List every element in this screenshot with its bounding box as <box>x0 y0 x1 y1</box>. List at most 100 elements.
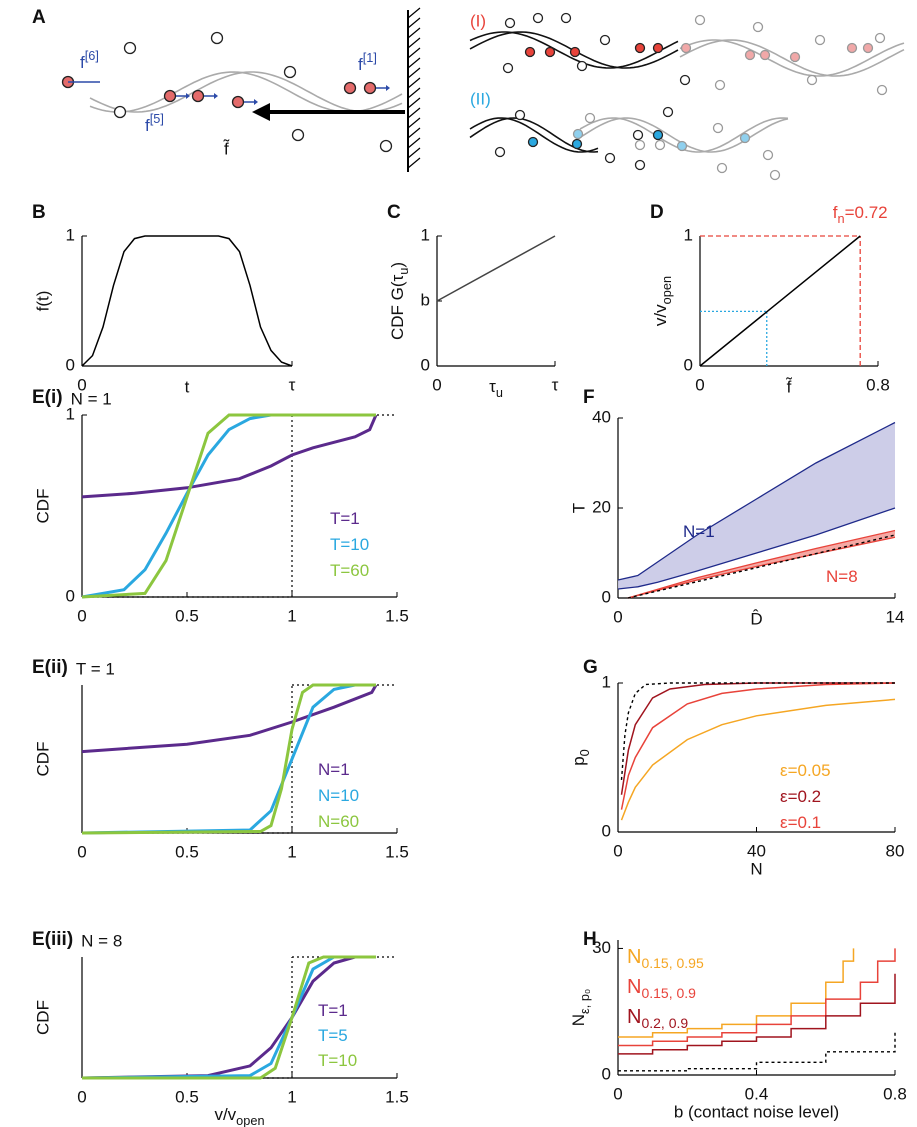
annotation-label: fn=0.72 <box>833 203 888 226</box>
filament <box>469 31 679 69</box>
force-label: f[5] <box>145 111 164 135</box>
x-tick-label: τ <box>289 375 296 394</box>
band <box>627 530 895 598</box>
y-tick-label: 30 <box>592 938 611 957</box>
legend-entry: ε=0.2 <box>780 787 821 806</box>
legend-entry: T=1 <box>318 1001 348 1020</box>
particle <box>291 128 305 142</box>
y-axis-label: v/vopen <box>651 276 674 326</box>
legend-entry: N0.2, 0.9 <box>627 1006 688 1030</box>
legend-sub: 0.15, 0.95 <box>641 955 703 971</box>
x-axis-label: v/vopen <box>214 1105 264 1127</box>
wall-hatch <box>407 87 421 99</box>
y-tick-label: 1 <box>421 225 430 244</box>
series-line <box>81 684 378 754</box>
particle <box>584 112 596 124</box>
x-tick-label: 0.5 <box>175 842 199 861</box>
panel-label: H <box>583 929 597 950</box>
label-part: [1] <box>363 50 377 65</box>
y-tick-label: 0 <box>66 355 75 374</box>
y-axis-label: T <box>569 503 588 513</box>
particle <box>739 132 751 144</box>
force-label: f[6] <box>80 48 99 72</box>
y-tick-label: 0 <box>421 355 430 374</box>
particle <box>714 79 726 91</box>
y-tick-label: 0 <box>602 587 611 606</box>
particle <box>874 32 886 44</box>
particle <box>632 129 644 141</box>
label-part: f <box>145 116 150 135</box>
wall-hatch <box>407 77 421 89</box>
label-part: N <box>569 1014 588 1026</box>
legend-text: N=8 <box>826 567 858 586</box>
y-tick-label: 0 <box>602 1064 611 1083</box>
y-tick-label: 1 <box>684 225 693 244</box>
series-line <box>81 235 293 367</box>
legend-entry: T=1 <box>330 509 360 528</box>
wall-hatch <box>407 97 421 109</box>
panel-label: E(iii) <box>32 929 73 950</box>
x-tick-label: 0 <box>77 1087 86 1106</box>
panel-label: C <box>387 202 401 223</box>
particle <box>283 65 297 79</box>
x-tick-label: 0.8 <box>883 1084 907 1103</box>
panel-label: B <box>32 202 46 223</box>
particle <box>712 122 724 134</box>
particle <box>163 89 177 103</box>
label-part: ε, p₀ <box>577 989 592 1014</box>
x-tick-label: 0.5 <box>175 606 199 625</box>
force-arrow-head <box>254 99 258 105</box>
label-part: p <box>569 756 588 765</box>
force-label: f[1] <box>358 50 377 74</box>
particle <box>560 12 572 24</box>
particle <box>652 129 664 141</box>
particle <box>532 12 544 24</box>
legend-entry: T=60 <box>330 561 369 580</box>
regime-label: (I) <box>470 11 486 30</box>
force-arrow-head <box>214 93 218 99</box>
legend-sub: 0.2, 0.9 <box>641 1015 688 1031</box>
mean-force-label: f̃ <box>223 139 230 159</box>
particle <box>862 42 874 54</box>
legend-text: N=10 <box>318 786 359 805</box>
label-part: τ <box>489 377 496 396</box>
panel-label: A <box>32 7 46 28</box>
particle <box>694 14 706 26</box>
regime-label: (II) <box>470 89 491 108</box>
panel-label: D <box>650 202 664 223</box>
panel-label: G <box>583 657 598 678</box>
series-line <box>699 235 861 367</box>
panel-subtitle: N = 1 <box>71 389 112 408</box>
band-edge <box>617 507 896 590</box>
wall-hatch <box>407 127 421 139</box>
legend-text: N <box>627 946 641 968</box>
particle <box>759 49 771 61</box>
y-tick-label: 0 <box>602 821 611 840</box>
filament <box>469 117 599 153</box>
legend-entry: ε=0.1 <box>780 813 821 832</box>
series-line <box>620 682 895 780</box>
legend-entry: N=60 <box>318 812 359 831</box>
x-tick-label: 0 <box>613 841 622 860</box>
filament <box>89 71 403 113</box>
y-tick-label: 1 <box>602 672 611 691</box>
particle <box>210 31 224 45</box>
particle <box>680 42 692 54</box>
legend-entry: N=1 <box>318 760 350 779</box>
panel-label: E(i) <box>32 387 63 408</box>
series-line <box>627 534 896 599</box>
particle <box>572 128 584 140</box>
legend-entry: N0.15, 0.9 <box>627 976 696 1000</box>
series-line <box>620 682 895 795</box>
particle <box>876 84 888 96</box>
legend-text: N=1 <box>683 522 715 541</box>
label-part: [5] <box>150 111 164 126</box>
legend-text: N <box>627 976 641 998</box>
legend-text: N=1 <box>318 760 350 779</box>
x-tick-label: τ <box>552 375 559 394</box>
x-tick-label: 0 <box>432 375 441 394</box>
filament <box>679 39 905 77</box>
series-line <box>81 413 376 599</box>
filament <box>89 71 403 113</box>
wall-hatch <box>407 17 421 29</box>
